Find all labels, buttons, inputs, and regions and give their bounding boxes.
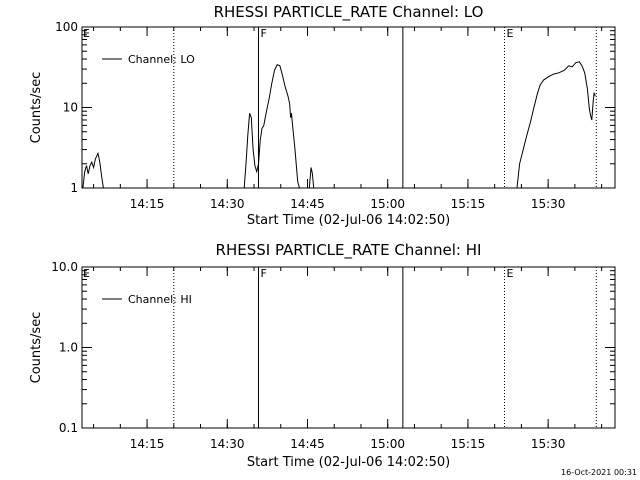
chart-1-x-tick-label: 15:30 xyxy=(531,197,566,211)
chart-1-x-tick-label: 14:45 xyxy=(290,197,325,211)
chart-2-x-tick-label: 14:45 xyxy=(290,437,325,451)
chart-1-y-tick-label: 100 xyxy=(55,20,78,34)
chart-1-marker-label: F xyxy=(260,27,266,40)
chart-1-x-tick-label: 14:30 xyxy=(210,197,245,211)
chart-2-x-tick-label: 15:30 xyxy=(531,437,566,451)
chart-1-plot-frame xyxy=(81,26,616,189)
chart-2-y-tick-label: 1.0 xyxy=(59,341,78,355)
chart-1-y-tick-label: 10 xyxy=(63,101,78,115)
chart-2-marker-label: F xyxy=(260,267,266,280)
chart-1-x-tick-label: 14:15 xyxy=(130,197,165,211)
chart-2-title: RHESSI PARTICLE_RATE Channel: HI xyxy=(216,241,482,260)
chart-1-group: RHESSI PARTICLE_RATE Channel: LO Start Ti… xyxy=(29,3,616,228)
chart-1-edge-marker-label: E xyxy=(83,27,90,40)
chart-2-x-tick-label: 14:30 xyxy=(210,437,245,451)
chart-1-y-axis-label: Counts/sec xyxy=(29,72,44,144)
chart-1-title: RHESSI PARTICLE_RATE Channel: LO xyxy=(214,3,484,22)
chart-2-legend-label: Channel: HI xyxy=(128,293,192,306)
chart-2-x-tick-label: 15:00 xyxy=(370,437,405,451)
chart-2-plot-frame xyxy=(81,266,616,429)
chart-1-y-tick-label: 1 xyxy=(70,181,78,195)
chart-1-x-tick-label: 15:15 xyxy=(451,197,486,211)
chart-2-marker-label: E xyxy=(506,267,513,280)
chart-1-data-line xyxy=(308,167,315,189)
chart-1-x-tick-label: 15:00 xyxy=(370,197,405,211)
chart-1-data-line xyxy=(516,61,596,189)
chart-2-x-tick-label: 14:15 xyxy=(130,437,165,451)
chart-1-data-line xyxy=(82,151,104,189)
chart-1-x-axis-label: Start Time (02-Jul-06 14:02:50) xyxy=(247,213,450,228)
chart-1-legend-label: Channel: LO xyxy=(128,53,195,66)
chart-2-x-tick-label: 15:15 xyxy=(451,437,486,451)
chart-2-y-axis-label: Counts/sec xyxy=(29,312,44,384)
footer-timestamp: 16-Oct-2021 00:31 xyxy=(561,468,637,477)
chart-1-data-line xyxy=(243,64,300,189)
chart-2-x-axis-label: Start Time (02-Jul-06 14:02:50) xyxy=(247,455,450,470)
chart-2-y-tick-label: 10.0 xyxy=(51,260,78,274)
chart-2-edge-marker-label: E xyxy=(83,267,90,280)
chart-2-y-tick-label: 0.1 xyxy=(59,421,78,435)
chart-1-marker-label: E xyxy=(506,27,513,40)
chart-2-group: RHESSI PARTICLE_RATE Channel: HI Start Ti… xyxy=(29,241,616,470)
